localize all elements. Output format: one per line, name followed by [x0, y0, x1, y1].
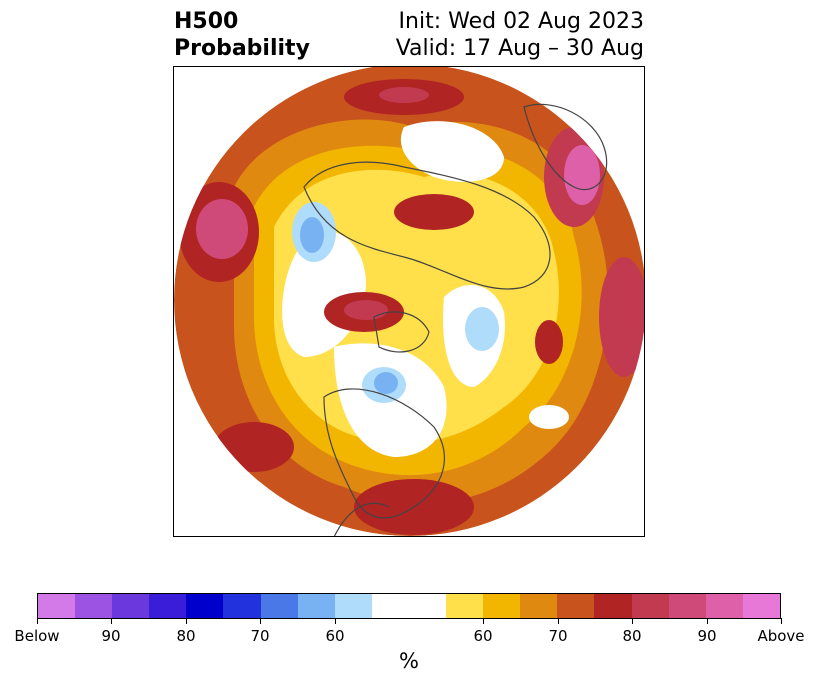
colorbar-tick [335, 618, 336, 624]
colorbar-segment [742, 594, 780, 618]
colorbar-segment [38, 594, 76, 618]
init-date-label: Init: Wed 02 Aug 2023 [398, 9, 644, 34]
colorbar-tick-label: 60 [473, 627, 493, 645]
colorbar-tick [37, 618, 38, 624]
colorbar-segment [334, 594, 372, 618]
colorbar-segment [75, 594, 113, 618]
colorbar-tick-label: Above [757, 627, 805, 645]
colorbar-tick-label: 80 [176, 627, 196, 645]
colorbar-tick [483, 618, 484, 624]
colorbar-tick-label: 70 [548, 627, 568, 645]
colorbar [37, 593, 781, 619]
colorbar-segment [260, 594, 298, 618]
colorbar-segment [483, 594, 521, 618]
colorbar-tick-label: 60 [325, 627, 345, 645]
colorbar-tick-label: 90 [101, 627, 121, 645]
probability-map [173, 66, 645, 537]
colorbar-tick [558, 618, 559, 624]
colorbar-tick [260, 618, 261, 624]
colorbar-tick-label: 80 [622, 627, 642, 645]
colorbar-unit-label: % [399, 649, 419, 673]
colorbar-tick [632, 618, 633, 624]
colorbar-segment [371, 594, 447, 618]
colorbar-segment [631, 594, 669, 618]
polar-map-svg [174, 67, 644, 536]
colorbar-segment [149, 594, 187, 618]
colorbar-segment [223, 594, 261, 618]
colorbar-tick-label: 70 [250, 627, 270, 645]
colorbar-tick [111, 618, 112, 624]
product-label: Probability [174, 36, 310, 61]
colorbar-segment [668, 594, 706, 618]
colorbar-segment [594, 594, 632, 618]
colorbar-segment [557, 594, 595, 618]
colorbar-segment [112, 594, 150, 618]
colorbar-segment [520, 594, 558, 618]
colorbar-tick [707, 618, 708, 624]
colorbar-tick-label: Below [14, 627, 60, 645]
colorbar-tick [781, 618, 782, 624]
colorbar-tick-label: 90 [697, 627, 717, 645]
colorbar-segment [446, 594, 484, 618]
forecast-dates: Init: Wed 02 Aug 2023 Valid: 17 Aug – 30… [396, 8, 644, 62]
colorbar-segment [297, 594, 335, 618]
variable-label: H500 [174, 9, 239, 34]
colorbar-segment [705, 594, 743, 618]
probability-field [174, 67, 644, 536]
coastlines [303, 103, 608, 536]
colorbar-segment [186, 594, 224, 618]
colorbar-tick [186, 618, 187, 624]
chart-title: H500 Probability [174, 8, 310, 62]
valid-period-label: Valid: 17 Aug – 30 Aug [395, 36, 644, 61]
